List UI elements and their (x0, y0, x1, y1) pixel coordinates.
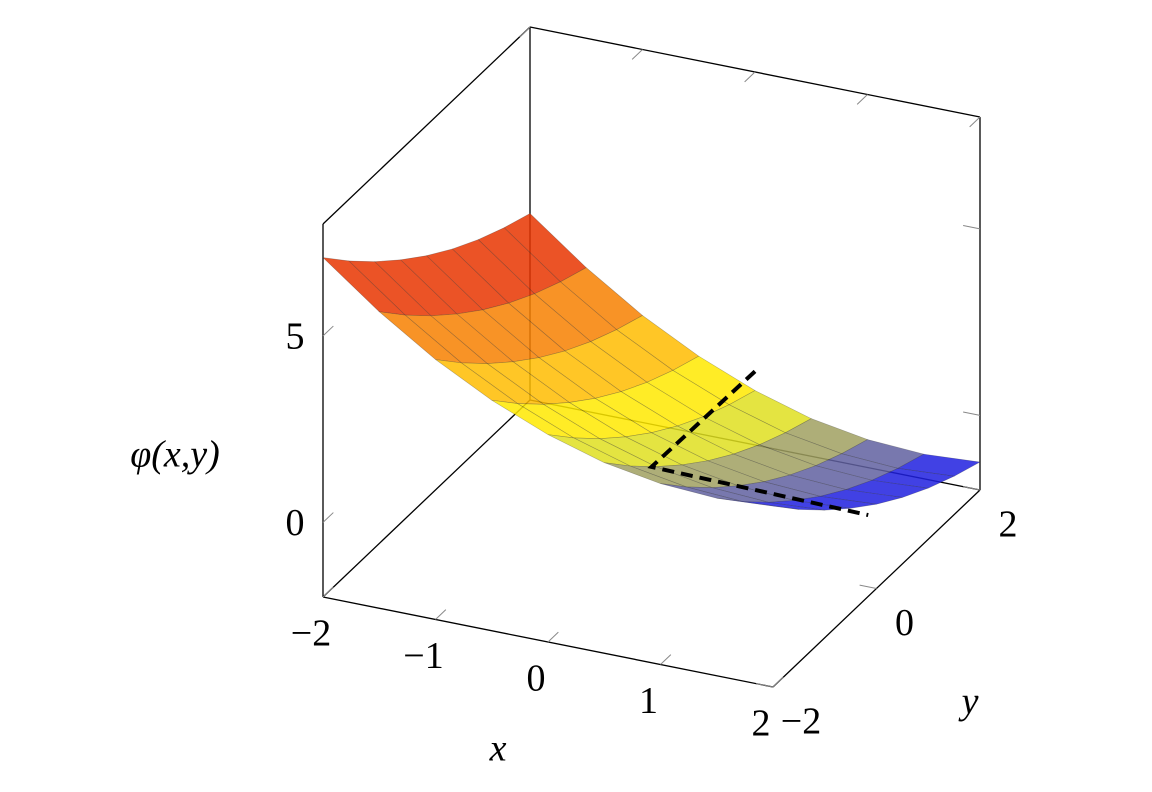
surface-patch (716, 497, 799, 510)
x-tick (547, 631, 559, 643)
x-tick (435, 609, 447, 620)
z-tick-label: 0 (286, 502, 305, 544)
surface (322, 213, 981, 511)
x-tick-label: 0 (527, 658, 546, 700)
x-tick-label: −2 (291, 613, 331, 655)
x-tick (969, 116, 981, 128)
x-tick (856, 94, 868, 105)
y-tick (756, 683, 774, 688)
z-tick (963, 411, 981, 416)
z-tick (963, 225, 981, 230)
surface-patch (742, 501, 825, 511)
y-tick-label: 0 (895, 602, 914, 644)
z-tick (322, 512, 334, 523)
y-axis-label: y (958, 681, 979, 723)
x-tick (744, 71, 756, 83)
box-edge (322, 26, 531, 225)
overlay (647, 369, 869, 518)
x-tick-label: 1 (639, 680, 658, 722)
x-tick (772, 676, 784, 688)
surface-patch (820, 489, 903, 505)
y-tick (963, 486, 981, 491)
x-tick (519, 26, 531, 38)
y-tick-label: −2 (781, 701, 821, 743)
x-tick (631, 49, 643, 60)
z-tick-label: 5 (286, 316, 305, 358)
y-tick-label: 2 (999, 504, 1018, 546)
z-axis-label: φ(x,y) (130, 434, 220, 476)
y-tick (859, 584, 877, 589)
box-edge (322, 399, 531, 598)
surface-patch (896, 453, 981, 477)
dashed-path (647, 369, 869, 518)
x-tick (660, 654, 672, 665)
z-tick (322, 325, 334, 337)
x-axis-label: x (489, 728, 507, 770)
x-tick (322, 586, 334, 598)
x-tick-label: 2 (752, 703, 771, 745)
x-tick-label: −1 (403, 635, 443, 677)
